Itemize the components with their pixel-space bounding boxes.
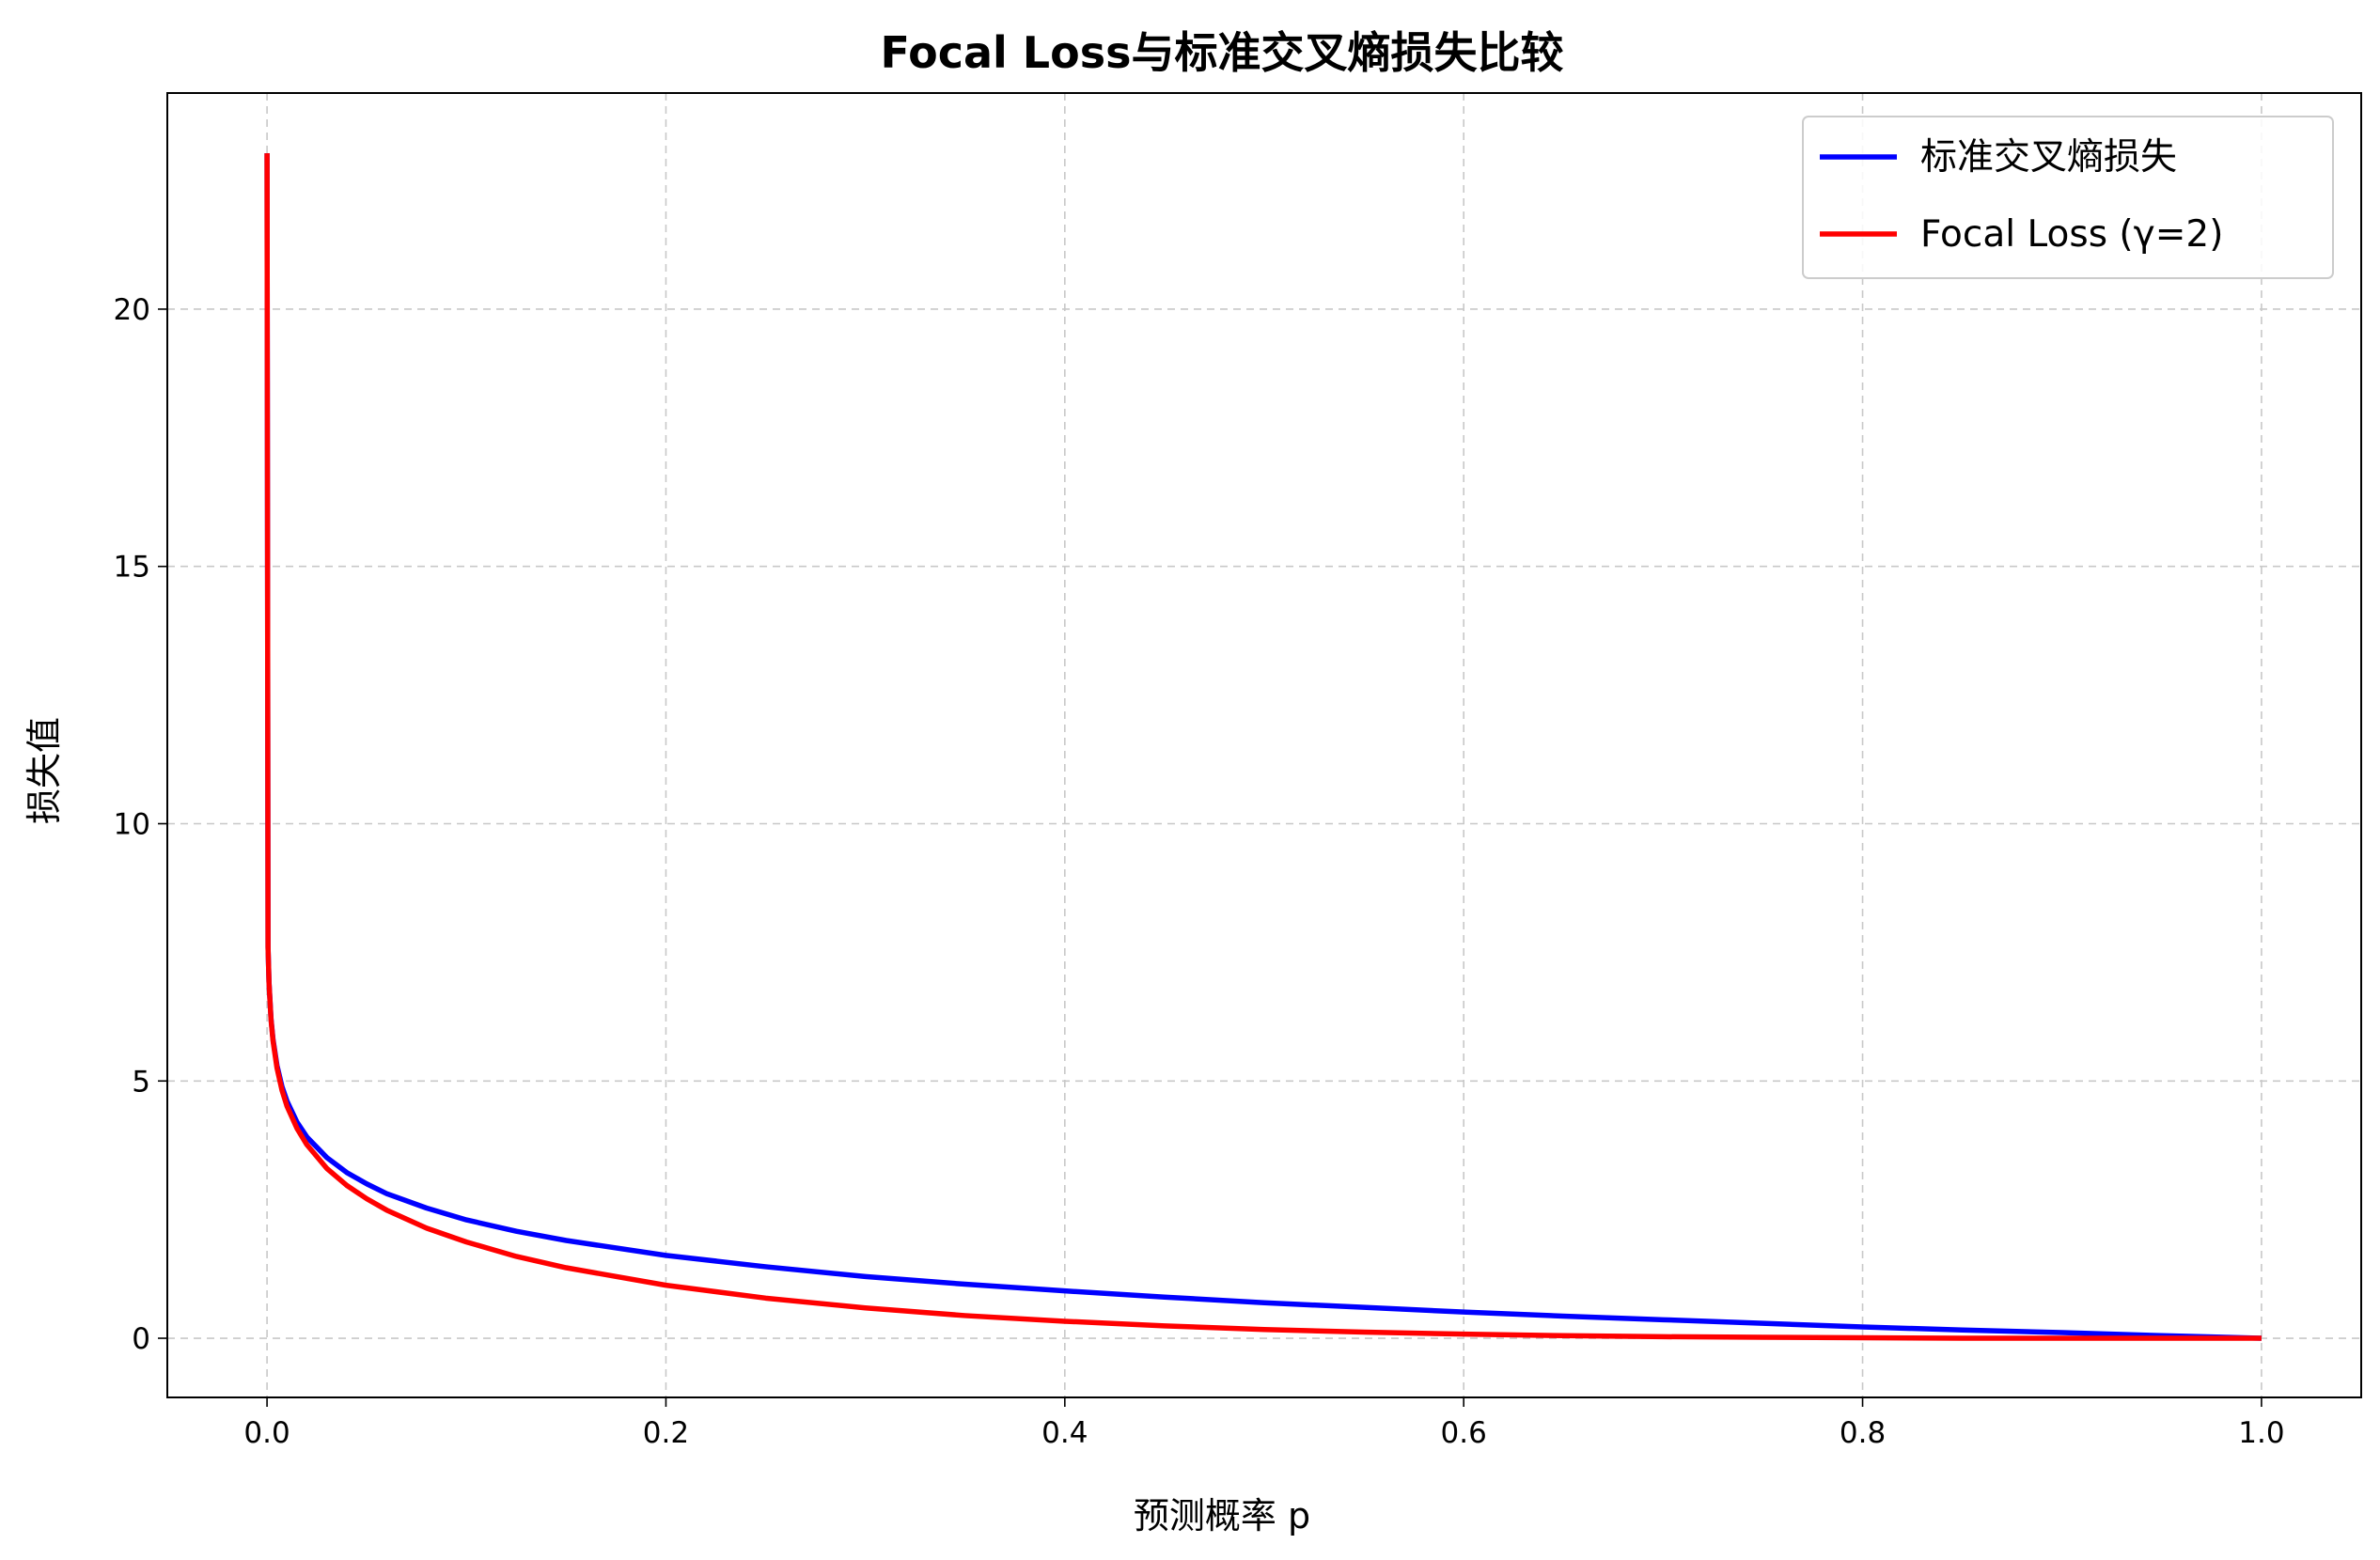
legend: 标准交叉熵损失 Focal Loss (γ=2) [1802,116,2334,279]
x-tick-label: 0.6 [1441,1416,1487,1450]
x-tick-label: 0.8 [1840,1416,1886,1450]
plot-frame [166,92,2362,1398]
chart-title: Focal Loss与标准交叉熵损失比较 [881,27,1564,78]
series-line-focal-loss [264,153,2262,1341]
x-axis-label: 预测概率 p [1134,1495,1310,1537]
x-tick-label: 0.0 [243,1416,290,1450]
y-tick-label: 20 [114,293,150,327]
series-lines [264,153,2262,1341]
y-tick-label: 10 [114,807,150,841]
y-tick-label: 0 [132,1322,150,1356]
legend-box [1802,116,2334,279]
y-tick-label: 5 [132,1065,150,1099]
x-tick-label: 0.4 [1041,1416,1088,1450]
axis-ticks: 0.0 0.2 0.4 0.6 0.8 1.0 0 5 10 15 20 [114,293,2285,1450]
x-tick-label: 1.0 [2238,1416,2284,1450]
legend-label: Focal Loss (γ=2) [1920,213,2223,256]
legend-label: 标准交叉熵损失 [1920,136,2177,179]
y-axis-label: 损失值 [23,717,65,824]
y-tick-label: 15 [114,551,150,585]
x-tick-label: 0.2 [643,1416,689,1450]
